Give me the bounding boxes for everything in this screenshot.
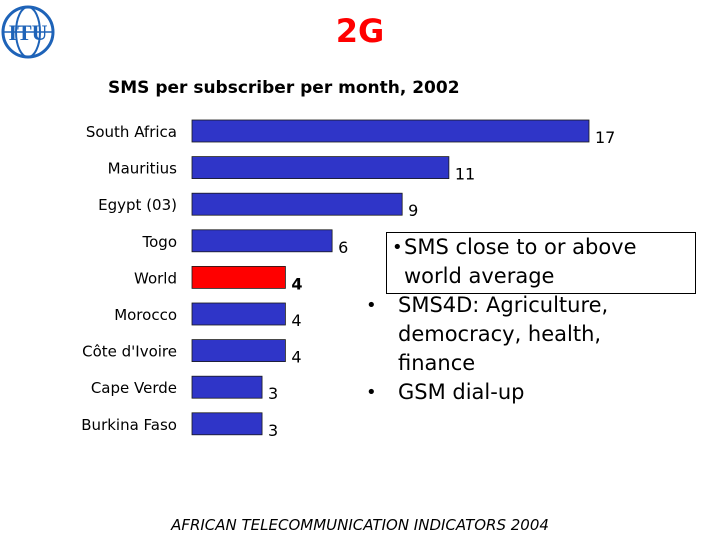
slide-title: 2G: [335, 12, 385, 50]
bar: [191, 412, 263, 436]
itu-logo: ITU: [1, 5, 55, 59]
bar: [191, 156, 450, 180]
bullet-dot-icon: •: [392, 237, 403, 258]
category-label: Burkina Faso: [81, 416, 177, 434]
logo-text: ITU: [8, 20, 47, 45]
bullet-dot-icon: •: [366, 382, 377, 403]
bar: [191, 375, 263, 399]
category-label: Egypt (03): [98, 196, 177, 214]
bar: [191, 339, 286, 363]
bar-highlight: [191, 265, 286, 289]
bullet-item: • SMS4D: Agriculture, democracy, health, …: [366, 293, 609, 375]
callout-box: [386, 232, 696, 294]
value-label: 6: [338, 238, 348, 257]
value-label: 11: [455, 165, 475, 184]
value-label: 4: [291, 274, 302, 293]
value-label: 9: [408, 201, 418, 220]
bullet-list: • SMS close to or above world average • SM…: [364, 233, 684, 407]
bar: [191, 302, 286, 326]
category-label: South Africa: [86, 123, 177, 141]
value-label: 4: [291, 311, 301, 330]
category-label: Morocco: [114, 306, 177, 324]
bullet-item: • GSM dial-up: [364, 378, 684, 407]
value-label: 4: [291, 348, 301, 367]
category-label: Cape Verde: [91, 379, 177, 397]
category-label: Togo: [142, 233, 178, 251]
category-label: Mauritius: [108, 160, 178, 178]
bullet-dot-icon: •: [366, 295, 377, 316]
bar: [191, 229, 333, 253]
footer-source: AFRICAN TELECOMMUNICATION INDICATORS 200…: [171, 516, 549, 534]
bullet-item: • SMS close to or above world average: [392, 235, 637, 288]
value-label: 3: [268, 384, 278, 403]
chart-title: SMS per subscriber per month, 2002: [108, 78, 460, 98]
category-label: World: [134, 269, 177, 287]
value-label: 3: [268, 421, 278, 440]
value-label: 17: [595, 128, 615, 147]
category-label: Côte d'Ivoire: [82, 343, 177, 361]
bar: [191, 119, 590, 143]
bar: [191, 192, 403, 216]
